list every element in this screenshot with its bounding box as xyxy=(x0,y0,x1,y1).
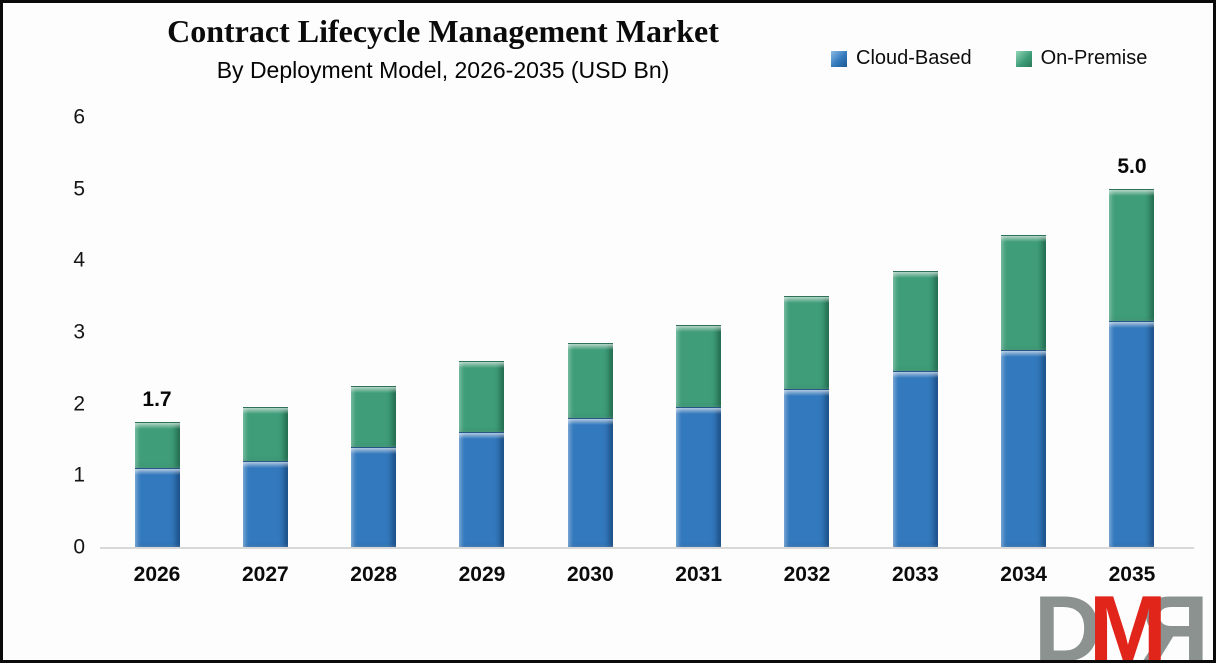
segment-cloud-based xyxy=(1109,321,1155,547)
segment-cloud-based xyxy=(784,389,830,547)
bar-2033 xyxy=(892,117,938,547)
cloud-based-swatch-icon xyxy=(831,50,847,67)
segment-cloud-based xyxy=(1001,349,1047,547)
y-tick-label: 4 xyxy=(73,248,85,272)
segment-cloud-based xyxy=(242,461,288,547)
bar-2028 xyxy=(351,117,397,547)
x-tick-label: 2030 xyxy=(566,563,614,586)
x-axis: 2026 2027 2028 2029 2030 2031 2032 2033 2034 2035 xyxy=(100,563,1194,595)
y-tick-label: 3 xyxy=(73,320,85,344)
chart-subtitle: By Deployment Model, 2026-2035 (USD Bn) xyxy=(216,57,670,83)
logo-letter-d: D xyxy=(1033,576,1102,663)
x-tick-label: 2028 xyxy=(350,563,398,586)
segment-on-premise xyxy=(459,360,505,433)
bar-2027 xyxy=(242,117,288,547)
x-tick-label: 2026 xyxy=(133,563,181,586)
bar-2031 xyxy=(676,117,722,547)
segment-on-premise xyxy=(134,421,180,469)
chart-title: Contract Lifecycle Management Market xyxy=(167,13,719,49)
plot-area: 1.7 5.0 xyxy=(100,117,1194,549)
y-tick-label: 0 xyxy=(73,535,85,559)
bar-value-label: 1.7 xyxy=(142,387,172,411)
y-tick-label: 1 xyxy=(73,463,85,487)
y-tick-label: 5 xyxy=(73,177,85,201)
on-premise-swatch-icon xyxy=(1015,50,1032,67)
bar-2026 xyxy=(134,117,180,547)
legend-label: On-Premise xyxy=(1040,47,1148,69)
dmr-logo: DMR xyxy=(1033,576,1209,663)
x-tick-label: 2027 xyxy=(241,563,289,586)
segment-on-premise xyxy=(351,385,397,447)
logo-letter-m: M xyxy=(1088,576,1167,663)
segment-on-premise xyxy=(567,342,613,418)
segment-cloud-based xyxy=(459,432,505,547)
segment-on-premise xyxy=(784,296,830,390)
segment-cloud-based xyxy=(134,468,180,547)
bar-2029 xyxy=(459,117,505,547)
segment-on-premise xyxy=(1001,235,1047,350)
y-tick-label: 6 xyxy=(73,105,85,129)
segment-on-premise xyxy=(892,271,938,372)
segment-on-premise xyxy=(242,407,288,461)
bar-2030 xyxy=(567,117,613,547)
legend-label: Cloud-Based xyxy=(856,47,972,69)
legend-item-cloud-based: Cloud-Based xyxy=(831,47,972,70)
legend-item-on-premise: On-Premise xyxy=(1015,47,1148,70)
segment-cloud-based xyxy=(567,418,613,547)
segment-cloud-based xyxy=(351,446,397,547)
x-tick-label: 2033 xyxy=(891,563,939,586)
y-tick-label: 2 xyxy=(73,392,85,416)
segment-cloud-based xyxy=(892,371,938,547)
x-tick-label: 2029 xyxy=(458,563,506,586)
x-tick-label: 2034 xyxy=(1000,563,1047,586)
y-axis: 0 1 2 3 4 5 6 xyxy=(33,107,85,558)
bar-2034 xyxy=(1001,117,1047,547)
logo-letter-r: R xyxy=(1154,576,1209,663)
bar-2035 xyxy=(1109,117,1155,547)
x-tick-label: 2031 xyxy=(675,563,722,586)
segment-cloud-based xyxy=(676,407,722,547)
segment-on-premise xyxy=(1109,188,1155,322)
bar-2032 xyxy=(784,117,830,547)
legend: Cloud-Based On-Premise xyxy=(831,47,1147,70)
x-tick-label: 2032 xyxy=(783,563,831,586)
x-tick-label: 2035 xyxy=(1108,563,1156,586)
segment-on-premise xyxy=(676,324,722,408)
bar-value-label: 5.0 xyxy=(1117,154,1147,178)
